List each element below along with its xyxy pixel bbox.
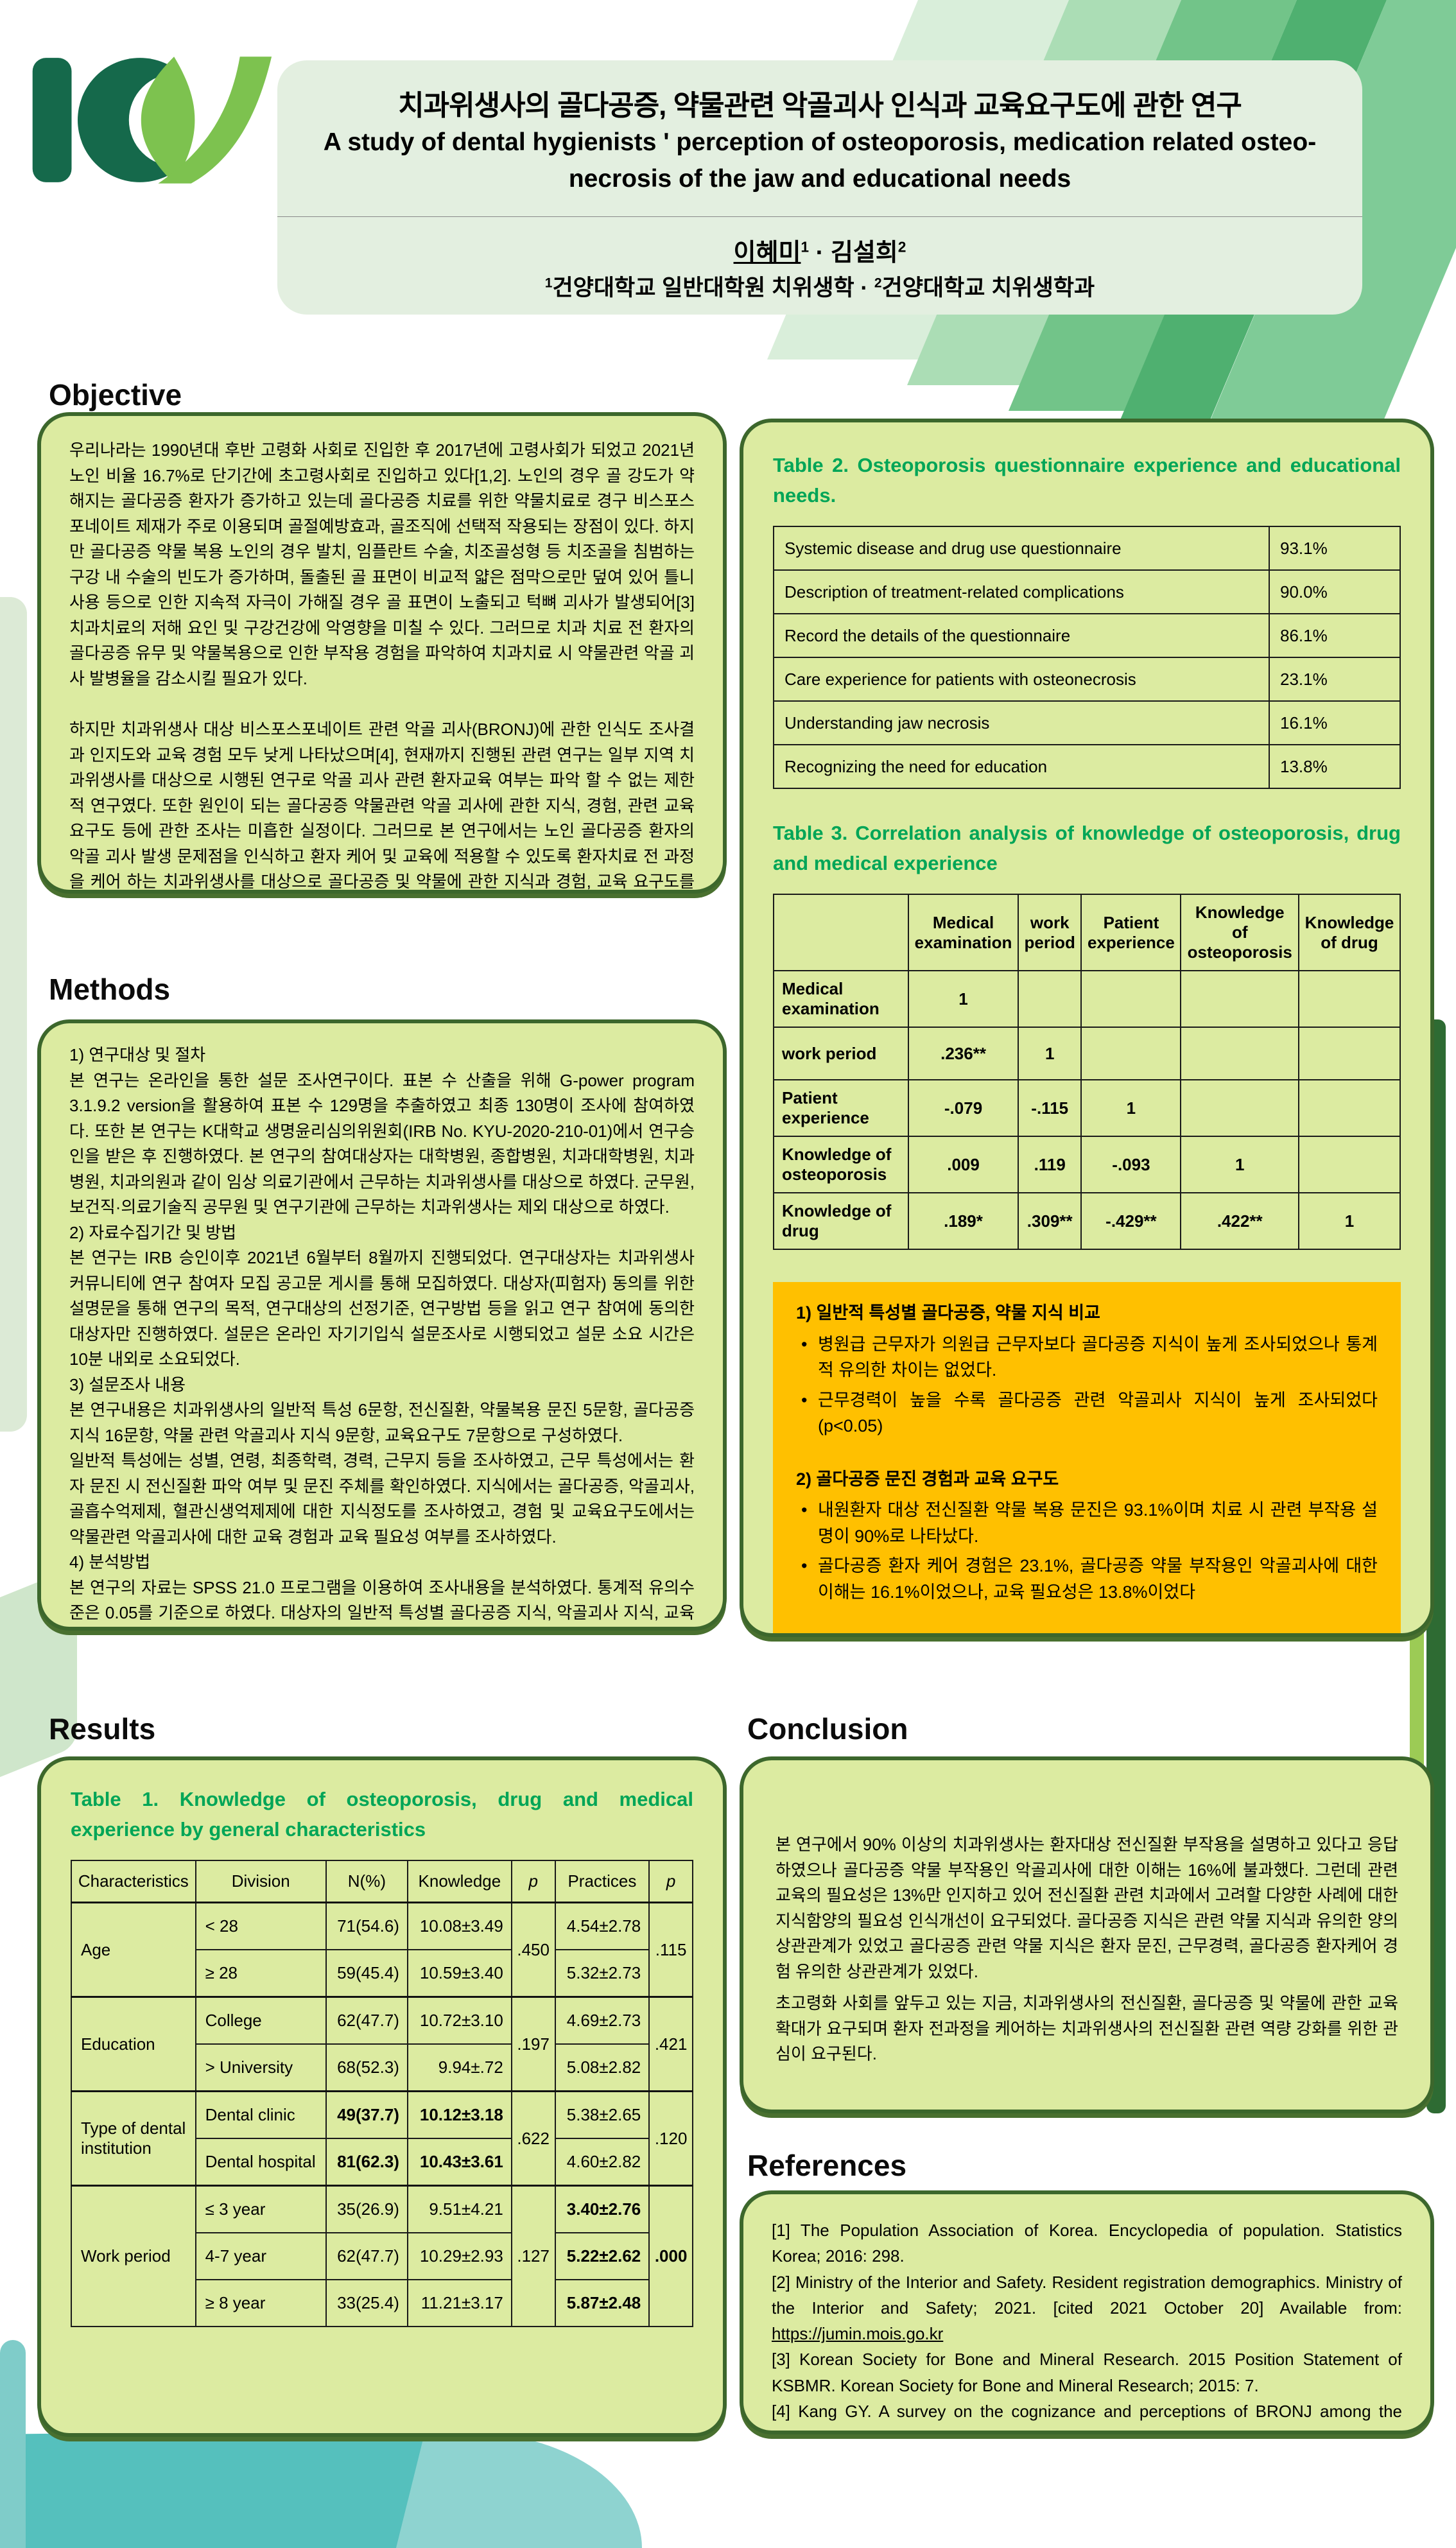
teal-shape-decoration [13, 2429, 426, 2548]
findings-section-3: 3) 임상적 경험과 골다공증 및 약물 지식 상관성 분석 전환자 병력과 약… [796, 1632, 1378, 1633]
table-row: Work period ≤ 3 year 35(26.9) 9.51±4.21 … [71, 2185, 693, 2327]
table-row: Knowledge of osteoporosis .009.119 -.093 1 [773, 1136, 1401, 1193]
table-group-work-period: Work period ≤ 3 year 35(26.9) 9.51±4.21 … [71, 2185, 693, 2327]
table-row: Education College 62(47.7) 10.72±3.10 .1… [71, 1996, 693, 2092]
table3-title: Table 3. Correlation analysis of knowled… [773, 822, 1401, 874]
methods-subheading-1: 1) 연구대상 및 절차 [69, 1045, 206, 1064]
table-row: Knowledge of drug .189* .309** -.429** .422*… [773, 1192, 1401, 1250]
affiliation-1: 건양대학교 일반대학원 치위생학 [552, 275, 854, 300]
objective-panel: 우리나라는 1990년대 후반 고령화 사회로 진입한 후 2017년에 고령사… [37, 412, 727, 894]
methods-heading: Methods [49, 973, 171, 1006]
author-1: 이혜미 [733, 239, 801, 266]
conclusion-panel: 본 연구에서 90% 이상의 치과위생사는 환자대상 전신질환 부작용을 설명하… [740, 1756, 1434, 2113]
findings-section-1: 1) 일반적 특성별 골다공증, 약물 지식 비교 병원급 근무자가 의원급 근… [796, 1300, 1378, 1439]
objective-paragraph-2: 하지만 치과위생사 대상 비스포스포네이트 관련 악골 괴사(BRONJ)에 관… [69, 720, 695, 892]
header-panel: 치과위생사의 골다공증, 약물관련 악골괴사 인식과 교육요구도에 관한 연구 … [277, 60, 1362, 315]
table-row: 4-7 year 62(47.7) 10.29±2.93 5.22±2.62 [71, 2232, 693, 2280]
table2-osteoporosis-questionnaire: Systemic disease and drug use questionna… [773, 526, 1401, 789]
table-row: Medical examination 1 [773, 970, 1401, 1028]
methods-paragraph-1: 본 연구는 온라인을 통한 설문 조사연구이다. 표본 수 산출을 위해 G-p… [69, 1070, 695, 1217]
table-header-row: Medical examination work period Patient … [773, 894, 1401, 971]
table1-general-characteristics: Characteristics Division N(%) Knowledge … [71, 1860, 693, 2327]
affiliation-2: 건양대학교 치위생학과 [881, 275, 1095, 300]
author-1-superscript: 1 [801, 238, 810, 256]
reference-4: [4] Kang GY. A survey on the cognizance … [772, 2402, 1402, 2431]
table-row: > University 68(52.3) 9.94±.72 5.08±2.82 [71, 2043, 693, 2092]
poster-title-korean: 치과위생사의 골다공증, 약물관련 악골괴사 인식과 교육요구도에 관한 연구 [398, 90, 1242, 121]
table-row: Description of treatment-related complic… [773, 569, 1401, 614]
conclusion-heading: Conclusion [747, 1712, 908, 1746]
poster-title-english: A study of dental hygienists ' perceptio… [323, 128, 1317, 193]
reference-2: [2] Ministry of the Interior and Safety.… [772, 2272, 1402, 2344]
methods-subheading-3: 3) 설문조사 내용 [69, 1374, 186, 1394]
objective-heading: Objective [49, 378, 182, 412]
reference-3: [3] Korean Society for Bone and Mineral … [772, 2350, 1402, 2395]
author-2: 김설희 [830, 239, 898, 266]
table-row: ≥ 28 59(45.4) 10.59±3.40 5.32±2.73 [71, 1949, 693, 1998]
author-2-superscript: 2 [897, 238, 906, 256]
left-green-strip-decoration [0, 597, 27, 1432]
conclusion-paragraph-1: 본 연구에서 90% 이상의 치과위생사는 환자대상 전신질환 부작용을 설명하… [776, 1835, 1398, 1981]
table-row: Age < 28 71(54.6) 10.08±3.49 .450 4.54±2… [71, 1902, 693, 1998]
affiliations-line: 1건양대학교 일반대학원 치위생학 · 2건양대학교 치위생학과 [544, 275, 1095, 300]
table2-title: Table 2. Osteoporosis questionnaire expe… [773, 454, 1401, 507]
table-group-institution: Type of dental institution Dental clinic… [71, 2090, 693, 2187]
methods-subheading-4: 4) 분석방법 [69, 1552, 151, 1572]
methods-subheading-2: 2) 자료수집기간 및 방법 [69, 1222, 237, 1242]
authors-line: 이혜미1 · 김설희2 [277, 232, 1362, 268]
table-row: Type of dental institution Dental clinic… [71, 2090, 693, 2187]
results-heading: Results [49, 1712, 156, 1746]
table-header-row: Characteristics Division N(%) Knowledge … [71, 1860, 693, 1903]
references-panel: [1] The Population Association of Korea.… [740, 2190, 1434, 2434]
methods-panel: 1) 연구대상 및 절차 본 연구는 온라인을 통한 설문 조사연구이다. 표본… [37, 1019, 727, 1631]
teal-left-strip-decoration [0, 2340, 26, 2548]
methods-paragraph-3: 본 연구내용은 치과위생사의 일반적 특성 6문항, 전신질환, 약물복용 문진… [69, 1400, 695, 1445]
results-panel: Table 1. Knowledge of osteoporosis, drug… [37, 1756, 727, 2437]
methods-paragraph-4: 본 연구의 자료는 SPSS 21.0 프로그램을 이용하여 조사내용을 분석하… [69, 1577, 695, 1623]
reference-2-link[interactable]: https://jumin.mois.go.kr [772, 2324, 944, 2344]
table-row: Understanding jaw necrosis 16.1% [773, 700, 1401, 745]
key-findings-box: 1) 일반적 특성별 골다공증, 약물 지식 비교 병원급 근무자가 의원급 근… [773, 1282, 1401, 1633]
table-row: Care experience for patients with osteon… [773, 657, 1401, 702]
table-row: Recognizing the need for education 13.8% [773, 744, 1401, 789]
konyang-university-logo-icon [32, 56, 272, 184]
header-divider [277, 216, 1362, 217]
conclusion-paragraph-2: 초고령화 사회를 앞두고 있는 지금, 치과위생사의 전신질환, 골다공증 및 … [776, 1993, 1398, 2064]
reference-1: [1] The Population Association of Korea.… [772, 2221, 1402, 2266]
methods-paragraph-3b: 일반적 특성에는 성별, 연령, 최종학력, 경력, 근무지 등을 조사하였고,… [69, 1451, 695, 1547]
objective-paragraph-1: 우리나라는 1990년대 후반 고령화 사회로 진입한 후 2017년에 고령사… [69, 440, 695, 688]
references-heading: References [747, 2149, 907, 2182]
methods-paragraph-2: 본 연구는 IRB 승인이후 2021년 6월부터 8월까지 진행되었다. 연구… [69, 1248, 695, 1369]
table-row: work period .236** 1 [773, 1027, 1401, 1080]
tables-panel: Table 2. Osteoporosis questionnaire expe… [740, 419, 1434, 1637]
table-group-age: Age < 28 71(54.6) 10.08±3.49 .450 4.54±2… [71, 1902, 693, 1998]
table-row: ≥ 8 year 33(25.4) 11.21±3.17 5.87±2.48 [71, 2279, 693, 2327]
table-group-education: Education College 62(47.7) 10.72±3.10 .1… [71, 1996, 693, 2092]
table-row: Dental hospital 81(62.3) 10.43±3.61 4.60… [71, 2138, 693, 2187]
author-separator: · [809, 239, 831, 266]
table-row: Record the details of the questionnaire 8… [773, 613, 1401, 658]
table-row: Patient experience -.079 -.115 1 [773, 1079, 1401, 1137]
table-row: Systemic disease and drug use questionna… [773, 526, 1401, 571]
table3-correlation-analysis: Medical examination work period Patient … [773, 894, 1401, 1250]
table1-title: Table 1. Knowledge of osteoporosis, drug… [71, 1788, 693, 1841]
findings-section-2: 2) 골다공증 문진 경험과 교육 요구도 내원환자 대상 전신질환 약물 복용… [796, 1466, 1378, 1606]
